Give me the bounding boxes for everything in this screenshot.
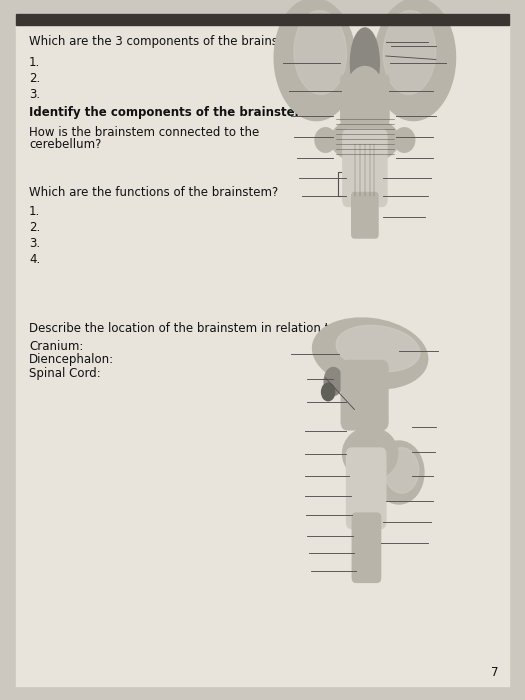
Ellipse shape bbox=[274, 0, 356, 120]
Ellipse shape bbox=[384, 448, 419, 493]
Text: 2.: 2. bbox=[29, 221, 40, 234]
Text: 7: 7 bbox=[491, 666, 499, 679]
Ellipse shape bbox=[315, 127, 336, 153]
Text: Diencephalon:: Diencephalon: bbox=[29, 354, 114, 367]
Text: How is the brainstem connected to the: How is the brainstem connected to the bbox=[29, 126, 259, 139]
FancyBboxPatch shape bbox=[343, 130, 387, 206]
Ellipse shape bbox=[374, 441, 424, 504]
Ellipse shape bbox=[312, 318, 428, 389]
Text: Which are the 3 components of the brainstem?: Which are the 3 components of the brains… bbox=[29, 35, 308, 48]
Text: cerebellum?: cerebellum? bbox=[29, 138, 101, 151]
Ellipse shape bbox=[331, 117, 399, 163]
Ellipse shape bbox=[336, 326, 420, 372]
Text: Identify the components of the brainstem.: Identify the components of the brainstem… bbox=[29, 106, 311, 120]
Ellipse shape bbox=[394, 127, 415, 153]
Ellipse shape bbox=[383, 10, 436, 94]
Ellipse shape bbox=[294, 10, 346, 94]
Text: Spinal Cord:: Spinal Cord: bbox=[29, 368, 101, 381]
Ellipse shape bbox=[351, 28, 379, 98]
Text: Cranium:: Cranium: bbox=[29, 340, 83, 353]
Text: 1.: 1. bbox=[29, 56, 40, 69]
FancyBboxPatch shape bbox=[352, 193, 378, 238]
Ellipse shape bbox=[374, 0, 456, 120]
Text: Which are the functions of the brainstem?: Which are the functions of the brainstem… bbox=[29, 186, 278, 199]
FancyBboxPatch shape bbox=[341, 75, 389, 125]
Text: 3.: 3. bbox=[29, 88, 40, 102]
Text: 1.: 1. bbox=[29, 205, 40, 218]
Text: Describe the location of the brainstem in relation to the:: Describe the location of the brainstem i… bbox=[29, 322, 364, 335]
Text: 3.: 3. bbox=[29, 237, 40, 251]
FancyBboxPatch shape bbox=[352, 513, 381, 582]
Text: 4.: 4. bbox=[29, 253, 40, 267]
FancyBboxPatch shape bbox=[341, 360, 388, 430]
Ellipse shape bbox=[342, 427, 398, 480]
Ellipse shape bbox=[324, 368, 342, 395]
Bar bbox=[16, 14, 509, 24]
Ellipse shape bbox=[321, 383, 335, 400]
Ellipse shape bbox=[348, 66, 382, 108]
FancyBboxPatch shape bbox=[346, 448, 386, 528]
Text: 2.: 2. bbox=[29, 72, 40, 85]
